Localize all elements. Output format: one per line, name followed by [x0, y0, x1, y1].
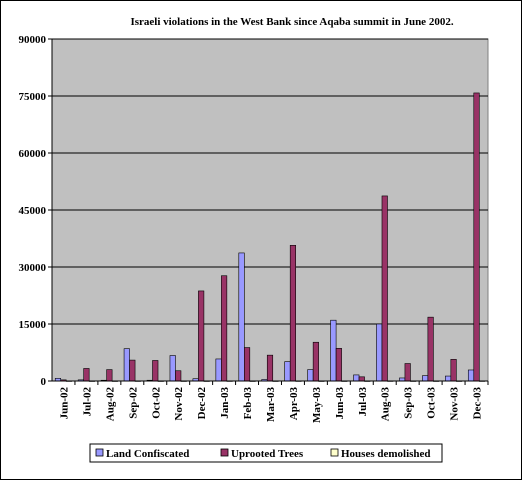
bar-land-confiscated	[445, 375, 452, 382]
x-tick-label: Nov-03	[449, 387, 461, 421]
x-tick-label: Feb-03	[242, 387, 254, 420]
bar-uprooted-trees	[404, 363, 411, 382]
legend: Land Confiscated Uprooted Trees Houses dem…	[89, 443, 443, 463]
bar-land-confiscated	[422, 375, 429, 382]
y-tick-label: 75000	[19, 91, 47, 103]
x-tick-label: Jul-02	[81, 387, 93, 417]
bar-land-confiscated	[467, 369, 475, 382]
y-tick-label: 30000	[19, 262, 47, 274]
x-tick-label: Dec-03	[472, 387, 484, 420]
bar-uprooted-trees	[266, 354, 274, 382]
legend-label: Houses demolished	[341, 448, 431, 460]
bar-land-confiscated	[284, 361, 291, 382]
x-tick-label: Oct-03	[426, 387, 438, 419]
bar-land-confiscated	[307, 369, 314, 382]
x-tick-label: Apr-03	[288, 387, 300, 421]
x-tick-label: Jul-03	[357, 387, 369, 417]
grid-lines	[52, 38, 488, 325]
x-axis: Jun-02 Jul-02 Aug-02 Sep-02 Oct-02 Nov-02 Dec-…	[52, 380, 489, 424]
bar-land-confiscated	[123, 348, 130, 382]
legend-label: Uprooted Trees	[231, 448, 304, 460]
x-tick-label: Nov-02	[173, 387, 185, 421]
bar-uprooted-trees	[427, 316, 434, 382]
y-axis: 0 15000 30000 45000 60000 75000 90000	[19, 34, 53, 388]
bar-uprooted-trees	[198, 290, 205, 382]
bar-uprooted-trees	[129, 359, 136, 382]
x-tick-label: Oct-02	[150, 387, 162, 419]
legend-label: Land Confiscated	[106, 448, 189, 460]
legend-swatch	[330, 448, 339, 457]
bar-uprooted-trees	[289, 245, 296, 382]
legend-items: Land Confiscated Uprooted Trees Houses dem…	[95, 448, 431, 460]
y-tick-label: 60000	[19, 148, 47, 160]
bar-uprooted-trees	[335, 348, 342, 382]
x-tick-label: Jun-02	[58, 387, 70, 420]
x-tick-label: Mar-03	[265, 387, 277, 423]
bar-land-confiscated	[330, 319, 337, 382]
x-tick-label: Dec-02	[196, 387, 208, 420]
x-tick-label: Aug-03	[380, 387, 392, 422]
legend-box	[89, 443, 443, 463]
y-tick-label: 45000	[19, 205, 47, 217]
y-tick-label: 90000	[19, 34, 47, 46]
bar-uprooted-trees	[312, 341, 319, 382]
bar-uprooted-trees	[152, 360, 159, 382]
legend-swatch	[95, 448, 104, 457]
bar-land-confiscated	[376, 323, 383, 382]
bar-uprooted-trees	[244, 347, 251, 382]
legend-swatch	[220, 448, 229, 457]
x-tick-label: May-03	[311, 387, 323, 424]
bar-uprooted-trees	[221, 275, 228, 382]
bar-uprooted-trees	[106, 369, 113, 382]
x-tick-label: Jan-03	[219, 387, 231, 419]
chart-title: Israeli violations in the West Bank sinc…	[130, 16, 453, 28]
bar-land-confiscated	[169, 355, 176, 382]
y-tick-label: 15000	[19, 319, 47, 331]
bar-uprooted-trees	[175, 370, 182, 382]
x-tick-label: Jun-03	[334, 387, 346, 420]
bar-uprooted-trees	[450, 359, 457, 382]
y-tick-label: 0	[41, 376, 47, 388]
bar-land-confiscated	[215, 358, 222, 382]
bar-uprooted-trees	[381, 195, 388, 382]
bar-uprooted-trees	[83, 368, 90, 382]
bar-uprooted-trees	[473, 92, 480, 382]
bar-uprooted-trees	[358, 376, 365, 382]
bar-land-confiscated	[238, 252, 245, 382]
x-tick-label: Sep-02	[127, 387, 139, 419]
bars	[54, 92, 486, 382]
x-tick-label: Sep-03	[403, 387, 415, 419]
x-tick-label: Aug-02	[104, 387, 116, 422]
bar-land-confiscated	[353, 374, 360, 382]
